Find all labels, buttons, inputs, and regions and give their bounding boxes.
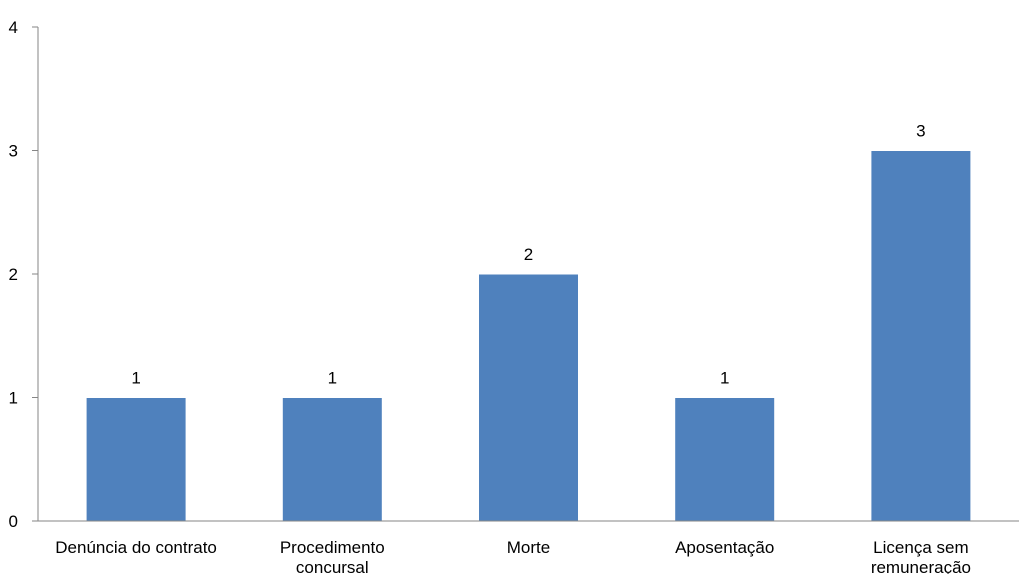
bar-value-label: 1 [131,369,140,388]
bar-value-label: 3 [916,122,925,141]
x-tick-label: Aposentação [675,538,774,557]
x-tick-label: Denúncia do contrato [55,538,217,557]
y-tick-label: 0 [9,512,18,531]
x-tick-label: remuneração [871,558,971,574]
bars [85,150,972,522]
bar-value-label: 1 [328,369,337,388]
y-tick-label: 1 [9,389,18,408]
bar-value-label: 1 [720,369,729,388]
x-tick-label: Licença sem [873,538,968,557]
bar [85,397,187,522]
bar [870,150,972,522]
bar [674,397,776,522]
y-tick-label: 3 [9,142,18,161]
bar [478,273,579,522]
y-tick-label: 2 [9,265,18,284]
bar [281,397,383,522]
data-labels: 1 1 2 1 3 [131,122,925,388]
y-tick-label: 4 [9,18,18,37]
x-tick-label: Morte [507,538,550,557]
bar-value-label: 2 [524,245,533,264]
y-axis-ticks: 0 1 2 3 4 [9,18,38,531]
x-tick-label: Procedimento [280,538,385,557]
x-axis-labels: Denúncia do contrato Procedimentoconcursa… [55,538,971,577]
x-tick-label: concursal [296,558,369,574]
